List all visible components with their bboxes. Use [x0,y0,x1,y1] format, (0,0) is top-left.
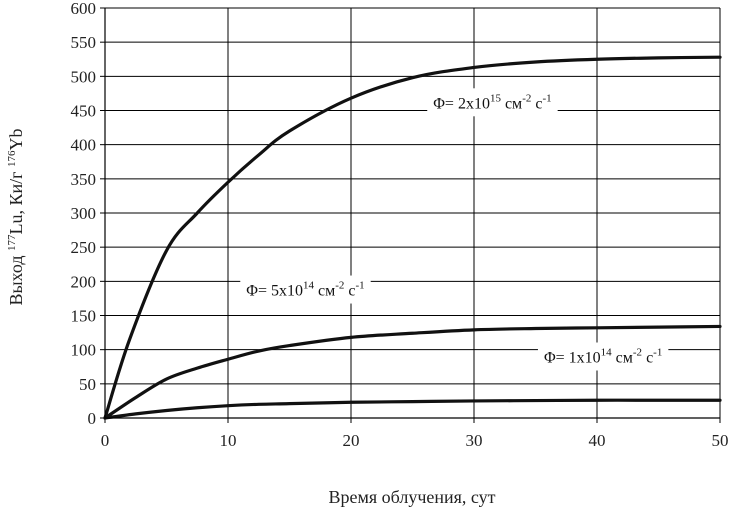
y-tick-label-11: 550 [71,33,97,52]
annotation-bg-2 [537,342,669,371]
y-tick-label-8: 400 [71,136,97,155]
annotation-1-part-e2: -2 [335,280,344,292]
annotation-2: Φ= 1x1014 см-2 с-1 [537,342,669,371]
annotation-1-part-p1: Φ= 5x10 [246,283,303,300]
axes [100,7,721,423]
x-tick-label-4: 40 [589,431,606,450]
y-tick-label-4: 200 [71,272,97,291]
annotation-2-part-p1: Φ= 1x10 [544,350,601,367]
annotation-label-1: Φ= 5x1014 см-2 с-1 [246,280,364,300]
series-line-2 [103,398,722,420]
y-tick-labels: 0 50 100 150 200 250 300 350 400 450 500 550 600 [71,0,97,428]
y-axis-title-sup1: 177 [6,234,18,251]
annotation-1: Φ= 5x1014 см-2 с-1 [240,275,371,304]
y-tick-label-9: 450 [71,102,97,121]
y-tick-label-0: 0 [88,409,97,428]
annotation-2-part-e1: 14 [601,347,613,359]
x-tick-labels: 0 10 20 30 40 50 [101,431,729,450]
y-tick-label-1: 50 [79,375,96,394]
x-axis-title: Время облучения, сут [328,487,495,507]
y-tick-label-10: 500 [71,67,97,86]
annotation-0-part-p3: с [531,95,542,112]
series-line-1 [103,324,722,420]
annotation-1-part-e3: -1 [356,280,365,292]
annotation-bg-0 [427,88,558,117]
y-tick-label-6: 300 [71,204,97,223]
annotation-bg-1 [240,275,371,304]
y-tick-label-5: 250 [71,238,97,257]
series-lines [103,55,722,420]
annotation-2-part-p2: см [612,350,633,367]
annotation-0-part-e3: -1 [542,92,551,104]
x-tick-label-2: 20 [343,431,360,450]
y-tick-label-3: 150 [71,307,97,326]
x-tick-label-0: 0 [101,431,110,450]
annotation-1-part-p3: с [344,283,355,300]
annotation-1-part-e1: 14 [303,280,315,292]
annotation-0: Φ= 2x1015 см-2 с-1 [427,88,558,117]
annotation-label-2: Φ= 1x1014 см-2 с-1 [544,347,662,367]
y-axis-title-mid: Lu, Ки/г [6,167,26,235]
annotation-2-part-e2: -2 [633,347,642,359]
series-line-0 [103,55,722,420]
annotation-2-part-e3: -1 [653,347,662,359]
annotation-0-part-e1: 15 [490,92,502,104]
y-tick-label-12: 600 [71,0,97,18]
annotation-label-0: Φ= 2x1015 см-2 с-1 [433,92,551,112]
y-axis-title-prefix: Выход [6,251,26,306]
y-tick-label-7: 350 [71,170,97,189]
y-tick-label-2: 100 [71,341,97,360]
annotation-0-part-p2: см [501,95,522,112]
y-axis-title: Выход 177Lu, Ки/г 176Yb [6,128,26,305]
y-axis-title-sup2: 176 [6,150,18,167]
x-tick-label-3: 30 [466,431,483,450]
x-tick-label-5: 50 [712,431,729,450]
annotation-1-part-p2: см [314,283,335,300]
annotation-2-part-p3: с [642,350,653,367]
annotations: Φ= 2x1015 см-2 с-1Φ= 5x1014 см-2 с-1Φ= 1… [240,88,669,371]
annotation-0-part-e2: -2 [522,92,531,104]
y-axis-title-suffix: Yb [6,128,26,150]
annotation-0-part-p1: Φ= 2x10 [433,95,490,112]
x-tick-label-1: 10 [220,431,237,450]
